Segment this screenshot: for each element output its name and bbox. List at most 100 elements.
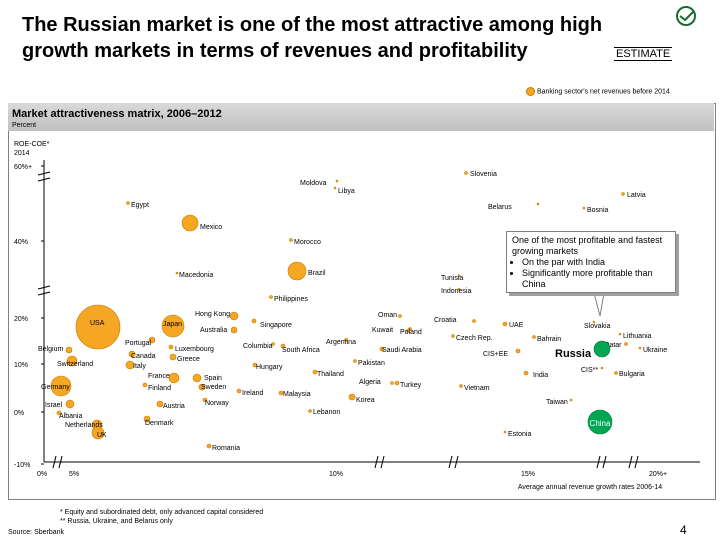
axis-break-mark	[454, 455, 459, 469]
bubble-label: Belarus	[488, 204, 512, 211]
bubble-label: Lithuania	[623, 333, 652, 340]
bank-logo	[660, 4, 712, 50]
bubble-brazil	[287, 261, 307, 281]
axis-break-mark	[628, 455, 633, 469]
bubble-israel	[65, 399, 75, 409]
x-tick-label: 10%	[329, 471, 343, 478]
bubble-label: China	[590, 419, 611, 428]
bubble-label: Bulgaria	[619, 371, 645, 378]
y-axis-label: ROE-COE*	[14, 141, 50, 148]
bubble-denmark	[143, 415, 151, 423]
bubble-label: Philippines	[274, 296, 308, 303]
bubble-vietnam	[459, 384, 463, 388]
bubble-indonesia	[457, 287, 461, 291]
bubble-south-africa	[280, 343, 286, 349]
bubble-label: Spain	[204, 375, 222, 382]
bubble-label: Slovakia	[584, 323, 611, 330]
bubble-greece	[169, 353, 177, 361]
bubble-cis-	[600, 366, 604, 370]
bubble-sweden	[198, 383, 206, 391]
bubble-qatar	[624, 342, 628, 346]
bubble-uae	[502, 321, 508, 327]
bubble-canada	[128, 350, 136, 358]
bubble-label: Canada	[131, 353, 156, 360]
bubble-label: USA	[90, 320, 105, 327]
callout-pointer	[593, 292, 605, 317]
bubble-label: Finland	[148, 385, 171, 392]
axis-break-mark	[37, 177, 51, 182]
bubble-label: Malaysia	[283, 391, 311, 398]
bubble-label: France	[148, 373, 170, 380]
bubble-italy	[125, 360, 135, 370]
bubble-label: Egypt	[131, 202, 149, 209]
axis-break-mark	[52, 455, 57, 469]
bubble-austria	[156, 400, 164, 408]
bubble-uk	[91, 426, 105, 440]
bubble-label: Ukraine	[643, 347, 667, 354]
bubble-belarus	[536, 202, 540, 206]
bubble-moldova	[335, 179, 339, 183]
bubble-romania	[206, 443, 212, 449]
bubble-label: Albania	[59, 413, 82, 420]
bubble-hong-kong	[229, 311, 239, 321]
estimate-tag: ESTIMATE	[614, 47, 673, 61]
bubble-label: Taiwan	[546, 399, 568, 406]
bubble-albania	[56, 410, 62, 416]
axis-break-mark	[58, 455, 63, 469]
bubble-thailand	[312, 369, 318, 375]
bubble-columbia	[271, 342, 275, 346]
bubble-usa	[75, 304, 121, 350]
y-tick-label: 60%+	[14, 164, 32, 171]
y-axis-label: 2014	[14, 150, 30, 157]
bubble-label: Denmark	[145, 420, 174, 427]
bubble-taiwan	[569, 398, 573, 402]
page-number: 4	[680, 523, 687, 537]
bubble-label: Morocco	[294, 239, 321, 246]
bubble-label: Macedonia	[179, 272, 213, 279]
x-axis-label: Average annual revenue growth rates 2006…	[518, 484, 662, 491]
source-note: Source: Sberbank	[8, 529, 65, 536]
bubble-label: Australia	[200, 327, 227, 334]
bubble-lithuania	[618, 332, 622, 336]
bubble-label: CIS**	[581, 367, 598, 374]
bubble-hungary	[252, 362, 258, 368]
bubble-france	[168, 372, 180, 384]
callout-bullet: Significantly more profitable than China	[522, 268, 670, 290]
bubble-label: Bahrain	[537, 336, 561, 343]
bubble-argentina	[344, 338, 348, 342]
bubble-mexico	[181, 214, 199, 232]
bubble-croatia	[472, 319, 476, 323]
bubble-label: Russia	[555, 348, 592, 360]
matrix-title: Market attractiveness matrix, 2006–2012	[12, 108, 222, 120]
axis-break-mark	[602, 455, 607, 469]
bubble-slovenia	[464, 171, 468, 175]
bubble-label: Argentina	[326, 339, 356, 346]
bubble-estonia	[503, 430, 507, 434]
bubble-label: CIS+EE	[483, 351, 508, 358]
y-tick-label: 20%	[14, 316, 28, 323]
bubble-tunisia	[457, 274, 461, 278]
x-tick-label: 15%	[521, 471, 535, 478]
bubble-bahrain	[532, 335, 536, 339]
bubble-label: India	[533, 372, 548, 379]
bubble-label: Oman	[378, 312, 397, 319]
bubble-saudi-arabia	[379, 346, 385, 352]
bubble-korea	[348, 393, 356, 401]
bubble-label: Portugal	[125, 340, 152, 347]
bubble-libya	[333, 186, 337, 190]
x-tick-label: 20%+	[649, 471, 667, 478]
x-tick-label: 5%	[69, 471, 79, 478]
bubble-label: Turkey	[400, 382, 422, 389]
bubble-label: Brazil	[308, 270, 326, 277]
legend-bubble-icon	[526, 87, 535, 96]
bubble-label: Estonia	[508, 431, 531, 438]
bubble-bosnia	[582, 206, 586, 210]
bubble-pakistan	[353, 359, 357, 363]
axis-break-mark	[596, 455, 601, 469]
footnotes: * Equity and subordinated debt, only adv…	[60, 508, 263, 526]
bubble-morocco	[289, 238, 293, 242]
bubble-label: Ireland	[242, 390, 264, 397]
y-tick-label: 40%	[14, 239, 28, 246]
bubble-label: Greece	[177, 356, 200, 363]
